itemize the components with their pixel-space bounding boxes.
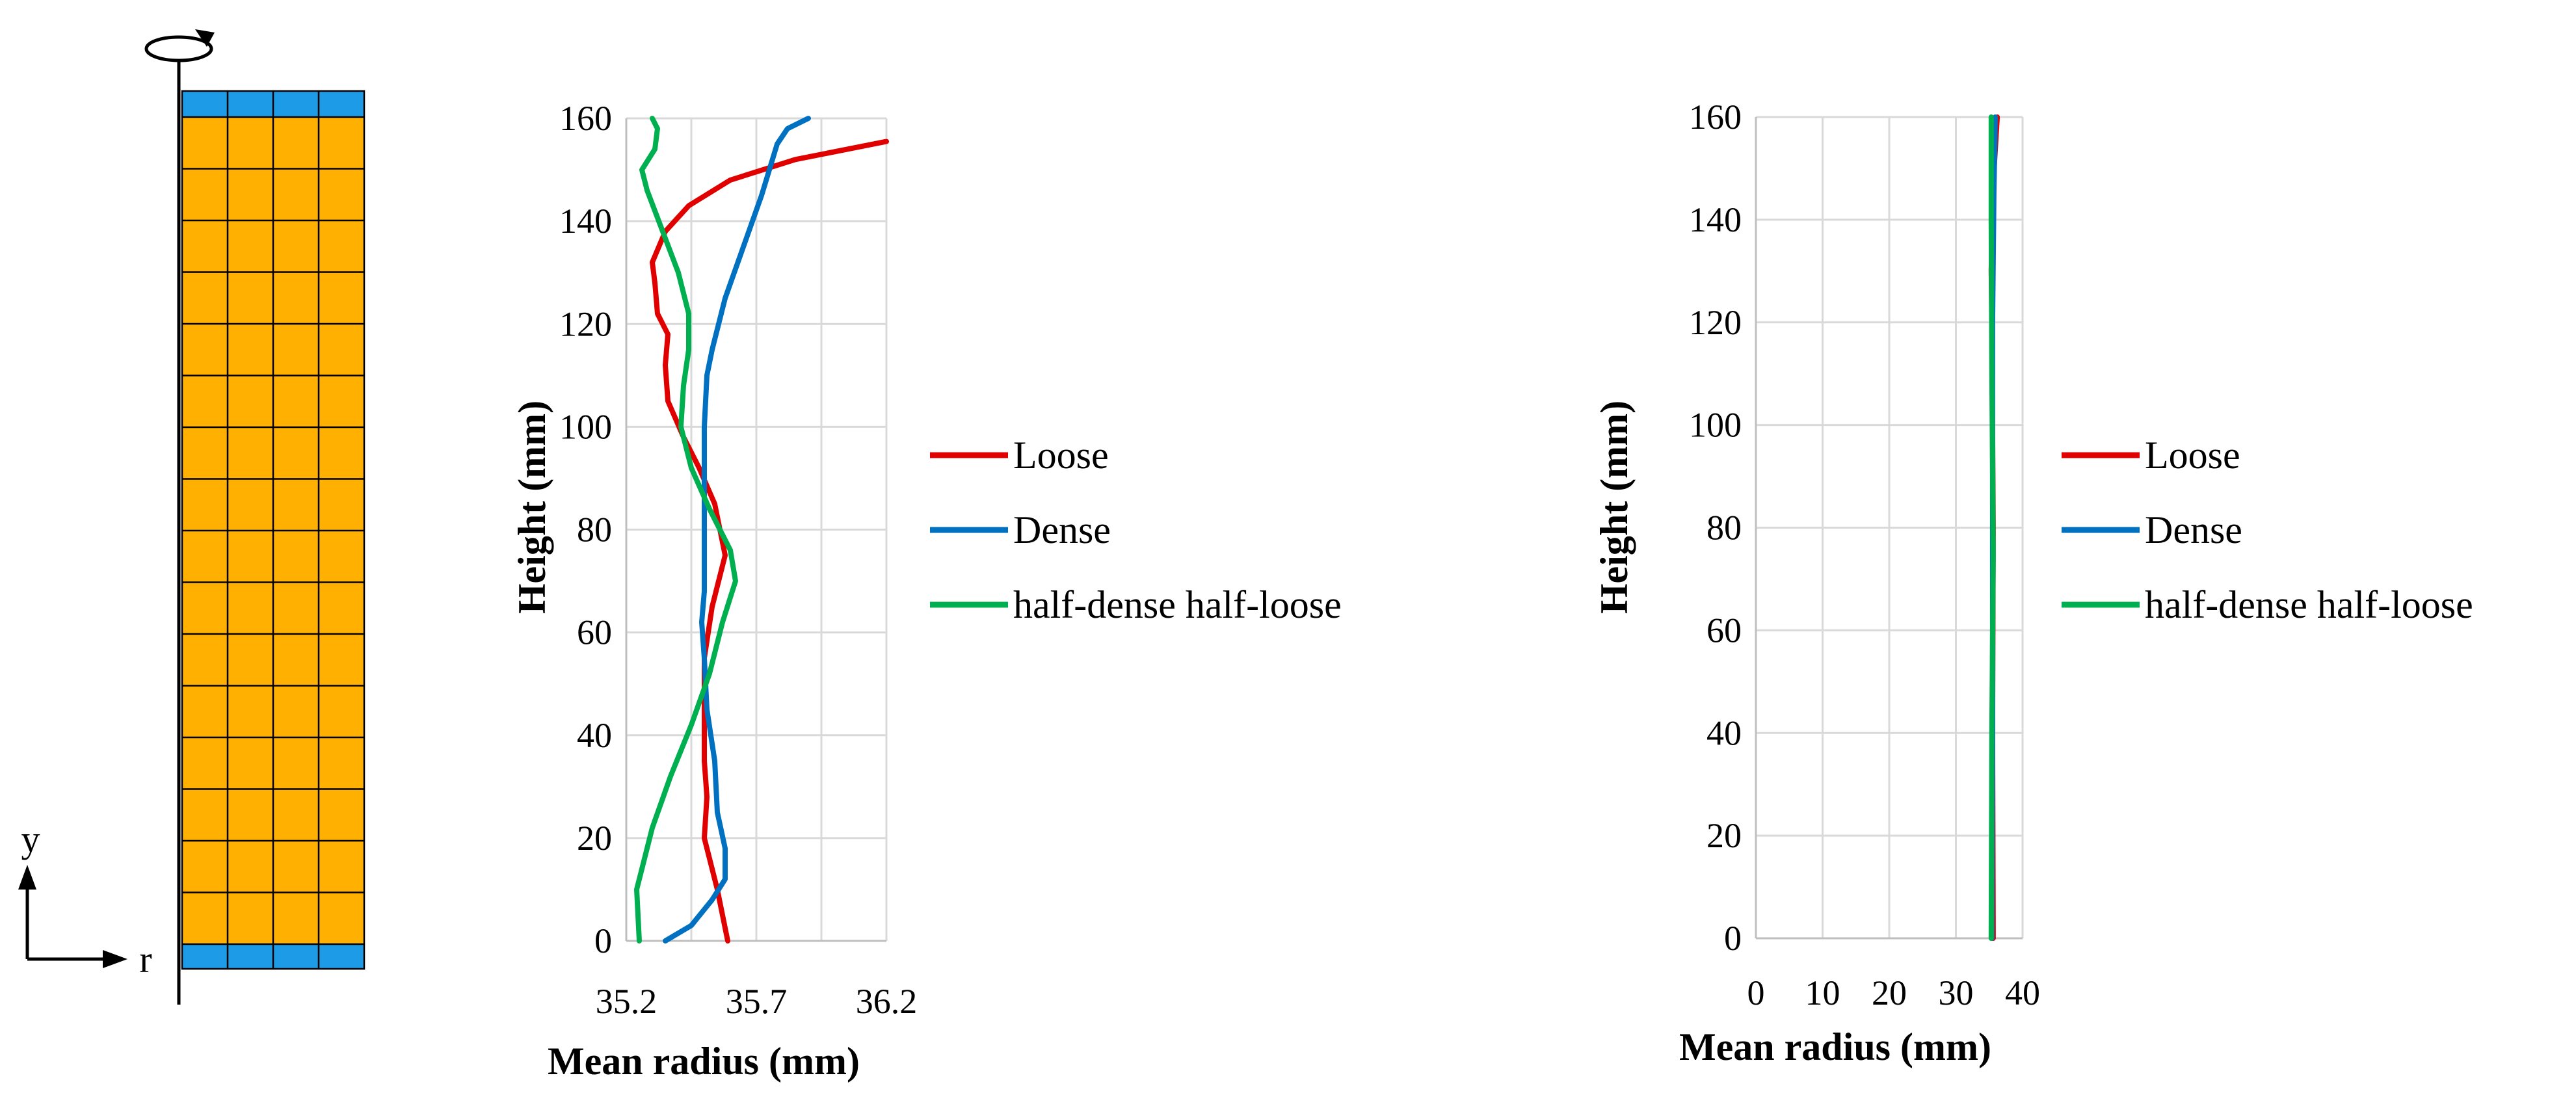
chart2-tick-labels: 0 20 40 60 80 100 120 140 160 0 10 20 30 40 [1689,98,2040,1012]
y-tick-label: 100 [1689,406,1742,445]
y-tick-label: 60 [1706,611,1742,650]
y-tick-label: 120 [1689,303,1742,342]
chart1-x-axis-title: Mean radius (mm) [548,1040,860,1083]
y-tick-label: 120 [559,304,612,343]
y-tick-label: 20 [577,819,612,858]
series-line-half-dense-half-loose [1988,114,1996,941]
y-tick-label: 40 [1706,713,1742,752]
y-tick-label: 160 [559,99,612,138]
chart1-series [634,116,889,943]
chart-mean-radius-zoomed: 0 20 40 60 80 100 120 140 160 35.2 35.7 36.2 Mean r… [511,99,1342,1083]
x-tick-label: 40 [2005,973,2040,1012]
sample-schematic: y r [18,29,365,1005]
x-tick-label: 20 [1872,973,1907,1012]
x-tick-label: 35.7 [726,982,788,1021]
y-axis-symbol: y [21,818,40,860]
chart-mean-radius-full: 0 20 40 60 80 100 120 140 160 0 10 20 30 40 Mean radi… [1593,98,2473,1068]
chart1-y-axis-title: Height (mm) [511,401,553,614]
mesh-grid [181,90,365,970]
y-tick-label: 40 [577,716,612,755]
y-tick-label: 60 [577,613,612,652]
y-tick-label: 0 [594,921,612,960]
chart1-tick-labels: 0 20 40 60 80 100 120 140 160 35.2 35.7 36.2 [559,99,917,1021]
y-tick-label: 80 [1706,508,1742,548]
coordinate-axes: y r [18,818,152,981]
chart2-y-axis-title: Height (mm) [1593,401,1636,614]
legend-label-half-dense-half-loose: half-dense half-loose [1013,583,1342,626]
y-tick-label: 80 [577,510,612,549]
x-tick-label: 30 [1939,973,1974,1012]
legend-label-half-dense-half-loose: half-dense half-loose [2145,583,2473,626]
series-line-dense [663,116,811,943]
series-line-half-dense-half-loose [634,116,738,943]
r-axis-symbol: r [139,938,152,981]
x-tick-label: 10 [1805,973,1840,1012]
chart1-legend: Loose Dense half-dense half-loose [930,434,1342,626]
chart2-gridlines [1755,116,2024,940]
x-tick-label: 36.2 [856,982,918,1021]
y-tick-label: 0 [1724,919,1742,958]
legend-label-dense: Dense [1013,508,1111,551]
x-tick-label: 0 [1747,973,1765,1012]
chart2-legend: Loose Dense half-dense half-loose [2062,434,2473,626]
y-tick-label: 140 [1689,200,1742,239]
chart2-x-axis-title: Mean radius (mm) [1679,1025,1991,1068]
legend-label-loose: Loose [1013,434,1109,477]
x-tick-label: 35.2 [596,982,657,1021]
rotation-arrow-icon [144,29,215,62]
chart2-series [1988,114,2000,941]
chart1-gridlines [625,117,888,942]
y-tick-label: 140 [559,202,612,241]
y-tick-label: 20 [1706,816,1742,855]
r-arrow-icon [103,950,127,968]
y-tick-label: 100 [559,407,612,446]
series-line-loose [650,139,889,943]
y-tick-label: 160 [1689,98,1742,137]
y-arrow-icon [18,865,36,890]
legend-label-loose: Loose [2145,434,2240,477]
legend-label-dense: Dense [2145,508,2242,551]
